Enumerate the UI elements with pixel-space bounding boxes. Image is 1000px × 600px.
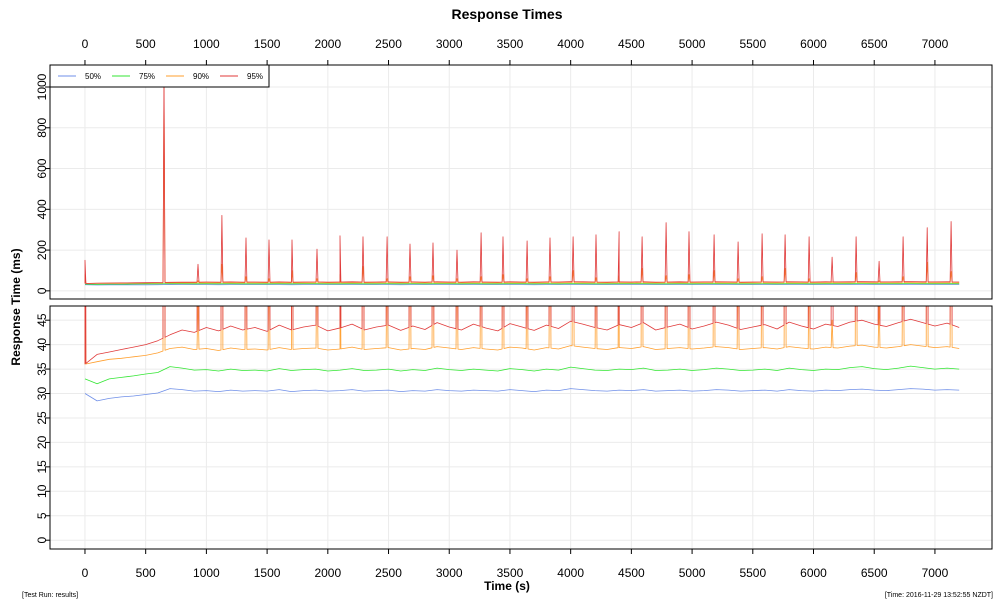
x-tick-label-top: 1500: [254, 37, 281, 51]
x-tick-label-bottom: 4500: [618, 566, 645, 580]
x-tick-label-bottom: 4000: [557, 566, 584, 580]
x-tick-label-bottom: 3000: [436, 566, 463, 580]
axes: 0050050010001000150015002000200025002500…: [35, 37, 949, 580]
x-tick-label-top: 7000: [922, 37, 949, 51]
series-line-50pct: [84, 388, 960, 402]
top-panel-grid: [50, 65, 992, 299]
y-tick-label: 25: [35, 411, 49, 425]
x-tick-label-top: 5000: [679, 37, 706, 51]
y-tick-label: 30: [35, 387, 49, 401]
y-tick-label: 40: [35, 338, 49, 352]
x-tick-label-top: 6500: [861, 37, 888, 51]
x-tick-label-bottom: 1500: [254, 566, 281, 580]
y-tick-label: 5: [35, 512, 49, 519]
x-tick-label-top: 2000: [314, 37, 341, 51]
top-panel-series: [84, 74, 960, 286]
x-tick-label-top: 0: [82, 37, 89, 51]
series-line-75pct: [84, 365, 960, 385]
x-tick-label-top: 3500: [497, 37, 524, 51]
x-tick-label-bottom: 3500: [497, 566, 524, 580]
series-line-90pct: [84, 86, 960, 284]
footer-timestamp: [Time: 2016-11-29 13:52:55 NZDT]: [885, 592, 993, 599]
chart-title: Response Times: [451, 6, 562, 22]
series-line-95pct: [84, 306, 960, 365]
x-tick-label-bottom: 2000: [314, 566, 341, 580]
y-tick-label: 800: [35, 117, 49, 137]
y-tick-label: 20: [35, 435, 49, 449]
x-tick-label-top: 1000: [193, 37, 220, 51]
legend-box: [49, 64, 270, 88]
series-line-95pct: [84, 74, 960, 284]
y-tick-label: 200: [35, 240, 49, 260]
x-tick-label-bottom: 0: [82, 566, 89, 580]
footer-test-run: [Test Run: results]: [22, 592, 78, 599]
series-line-75pct: [84, 283, 960, 285]
y-tick-label: 600: [35, 158, 49, 178]
y-tick-label: 10: [35, 484, 49, 498]
y-tick-label: 45: [35, 313, 49, 327]
y-tick-label: 15: [35, 460, 49, 474]
x-tick-label-bottom: 500: [136, 566, 156, 580]
legend-label-90pct: 90%: [193, 72, 209, 81]
series-line-50pct: [84, 284, 960, 286]
x-tick-label-top: 500: [136, 37, 156, 51]
legend-label-95pct: 95%: [247, 72, 263, 81]
y-tick-label: 0: [35, 537, 49, 544]
x-tick-label-bottom: 7000: [922, 566, 949, 580]
y-tick-label: 0: [35, 287, 49, 294]
x-tick-label-bottom: 5000: [679, 566, 706, 580]
bottom-panel-frame: [49, 305, 993, 550]
x-tick-label-bottom: 2500: [375, 566, 402, 580]
x-tick-label-top: 4000: [557, 37, 584, 51]
x-axis-label: Time (s): [484, 579, 530, 593]
bottom-panel-grid: [50, 306, 992, 549]
legend-label-50pct: 50%: [85, 72, 101, 81]
legend-label-75pct: 75%: [139, 72, 155, 81]
x-tick-label-bottom: 1000: [193, 566, 220, 580]
y-tick-label: 400: [35, 199, 49, 219]
series-line-90pct: [84, 306, 960, 365]
x-tick-label-top: 2500: [375, 37, 402, 51]
bottom-panel-series: [84, 306, 960, 402]
x-tick-label-top: 3000: [436, 37, 463, 51]
x-tick-label-top: 6000: [800, 37, 827, 51]
x-tick-label-bottom: 6000: [800, 566, 827, 580]
legend: 50% 75% 90% 95%: [49, 64, 270, 88]
y-tick-label: 35: [35, 362, 49, 376]
x-tick-label-bottom: 6500: [861, 566, 888, 580]
y-axis-label: Response Time (ms): [9, 248, 23, 365]
x-tick-label-bottom: 5500: [739, 566, 766, 580]
top-panel-frame: [49, 64, 993, 300]
x-tick-label-top: 4500: [618, 37, 645, 51]
x-tick-label-top: 5500: [739, 37, 766, 51]
y-tick-label: 1000: [35, 73, 49, 100]
